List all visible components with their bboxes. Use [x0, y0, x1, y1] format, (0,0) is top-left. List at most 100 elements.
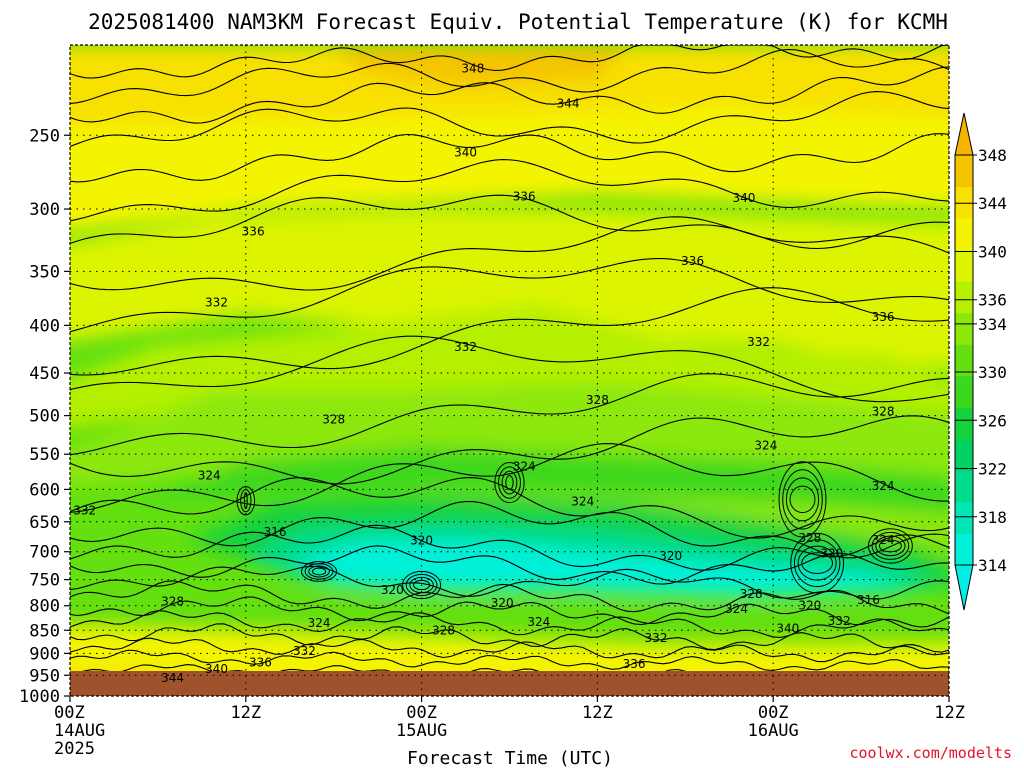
contour-label: 332	[747, 335, 770, 349]
contour-eddy	[875, 535, 906, 557]
contour-label: 340	[454, 146, 477, 160]
contour-label: 320	[381, 583, 404, 597]
contour-label: 320	[820, 546, 843, 560]
contour-label: 320	[491, 596, 514, 610]
colorbar-label: 336	[978, 291, 1007, 310]
contour-line	[70, 373, 949, 456]
contour-label: 332	[828, 614, 851, 628]
contour-line	[70, 133, 949, 183]
contour-eddy	[501, 470, 518, 495]
contour-eddy	[793, 539, 841, 588]
colorbar-swatch	[955, 249, 973, 282]
contour-eddy	[498, 466, 521, 499]
contour-line	[70, 524, 949, 571]
contour-label: 328	[798, 531, 821, 545]
colorbar: 314 318 322 326 330 334 336 340 344 348	[954, 112, 1007, 611]
x-tick-label: 00Z	[758, 703, 789, 723]
contour-line	[70, 623, 949, 653]
contour-label: 324	[571, 494, 594, 508]
y-tick-label: 450	[29, 364, 60, 384]
contour-line	[70, 580, 949, 615]
y-tick-label: 550	[29, 445, 60, 465]
contour-label: 324	[872, 479, 895, 493]
y-tick-label: 600	[29, 480, 60, 500]
colorbar-swatch	[955, 218, 973, 251]
contour-lines	[70, 45, 949, 692]
contour-eddy	[308, 565, 330, 578]
contour-label: 332	[454, 340, 477, 354]
x-tick-label: 12Z	[230, 703, 261, 723]
contour-label: 316	[857, 593, 880, 607]
colorbar-swatch	[955, 470, 973, 503]
contour-line	[70, 66, 949, 124]
contour-label: 336	[249, 655, 272, 669]
contour-eddy	[867, 528, 913, 564]
colorbar-swatch	[955, 344, 973, 377]
contour-line	[70, 443, 949, 513]
colorbar-swatch	[955, 312, 973, 345]
y-axis-pressure-ticks: 250 300 350 400 450 500 550 600 650 700 750 800 850 9…	[19, 126, 70, 707]
band-mid-green	[128, 446, 949, 514]
contour-label: 320	[659, 549, 682, 563]
contour-label: 336	[681, 254, 704, 268]
contour-eddy	[778, 461, 827, 538]
credit-text: coolwx.com/modelts	[849, 744, 1012, 762]
contour-label: 320	[798, 599, 821, 613]
contour-line	[70, 500, 949, 559]
y-tick-label: 950	[29, 666, 60, 686]
x-tick-year: 2025	[54, 739, 95, 759]
contour-eddy	[789, 485, 816, 514]
contour-line	[70, 477, 949, 539]
band-lower-green	[70, 586, 949, 635]
colorbar-swatch	[955, 501, 973, 534]
y-tick-label: 850	[29, 621, 60, 641]
y-tick-label: 1000	[19, 687, 60, 707]
colorbar-extend-bottom	[954, 564, 974, 611]
band-blur-group	[70, 45, 949, 696]
colorbar-swatch	[955, 407, 973, 440]
contour-line	[70, 159, 949, 222]
y-tick-label: 800	[29, 597, 60, 617]
contour-line	[70, 637, 949, 663]
contour-label: 328	[872, 405, 895, 419]
contour-line	[70, 649, 949, 672]
contour-label: 348	[461, 62, 484, 76]
contour-label: 344	[161, 671, 184, 685]
y-tick-label: 500	[29, 407, 60, 427]
colorbar-swatch	[955, 186, 973, 219]
theta-e-color-bands	[70, 45, 949, 696]
contour-label: 320	[410, 534, 433, 548]
contour-label: 316	[264, 525, 287, 539]
grid-lines	[70, 45, 949, 696]
x-axis-title: Forecast Time (UTC)	[407, 748, 613, 768]
contour-line	[70, 216, 949, 291]
colorbar-label: 318	[978, 508, 1007, 527]
x-tick-date: 15AUG	[396, 721, 447, 741]
contour-eddy	[797, 545, 837, 581]
contour-line	[70, 287, 949, 376]
contour-label: 324	[725, 602, 748, 616]
contour-line	[70, 48, 949, 105]
band-top-orange	[70, 45, 949, 127]
contour-label: 328	[740, 587, 763, 601]
contour-label: 332	[73, 503, 96, 517]
y-tick-label: 900	[29, 644, 60, 664]
contour-label: 324	[308, 616, 331, 630]
contour-line	[70, 91, 949, 148]
y-tick-label: 750	[29, 571, 60, 591]
colorbar-label: 334	[978, 315, 1007, 334]
band-top-peak	[333, 45, 627, 88]
contour-eddy	[801, 552, 834, 574]
contour-line	[70, 194, 949, 250]
colorbar-label: 344	[978, 194, 1007, 213]
contour-line	[70, 258, 949, 333]
contour-label: 340	[732, 191, 755, 205]
contour-eddy	[790, 532, 845, 594]
y-tick-label: 700	[29, 543, 60, 563]
colorbar-swatch	[955, 533, 973, 566]
contour-label: 332	[205, 295, 228, 309]
contour-eddy	[243, 492, 248, 510]
contour-eddy	[300, 561, 338, 582]
